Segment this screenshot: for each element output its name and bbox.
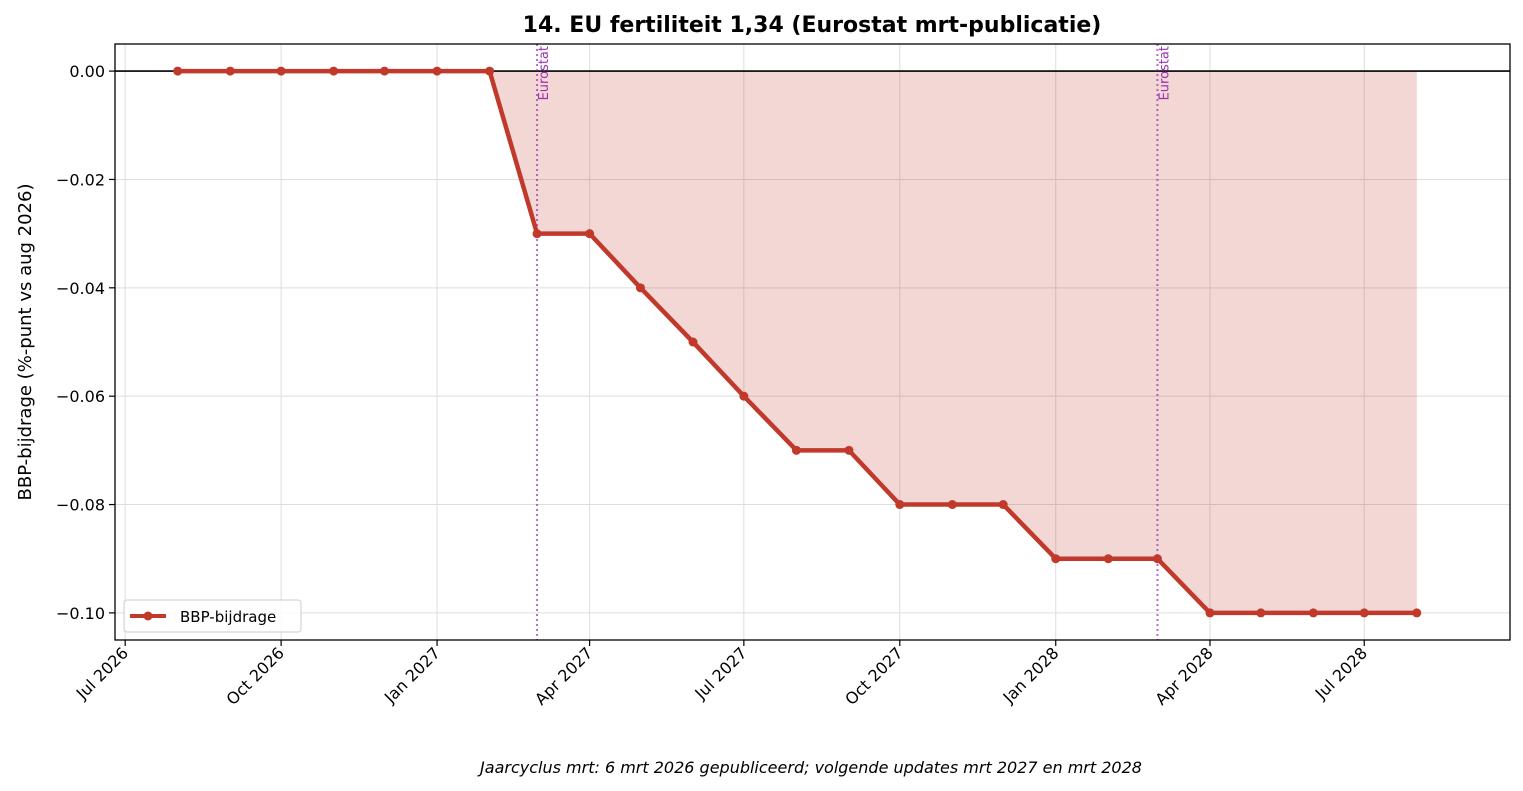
x-tick-label: Oct 2027: [841, 643, 906, 708]
y-axis: 0.00 −0.02 −0.04 −0.06 −0.08 −0.10: [56, 62, 115, 623]
y-tick-label: −0.10: [56, 604, 105, 623]
data-point: [895, 500, 905, 510]
data-point: [380, 66, 390, 76]
legend-box: [123, 599, 302, 633]
data-point: [485, 66, 495, 76]
shaded-area: [177, 71, 1417, 613]
data-point: [329, 66, 339, 76]
legend: BBP-bijdrage: [123, 599, 302, 633]
data-point: [1152, 554, 1162, 564]
data-point: [173, 66, 183, 76]
data-point: [1103, 554, 1113, 564]
x-tick-label: Oct 2026: [223, 643, 288, 708]
x-tick-label: Jan 2028: [999, 643, 1063, 707]
data-point: [1051, 554, 1061, 564]
data-point: [585, 229, 595, 239]
x-tick-label: Apr 2027: [531, 643, 596, 708]
data-point: [844, 445, 854, 455]
data-point: [947, 500, 957, 510]
data-point: [432, 66, 442, 76]
grid: [115, 44, 1510, 640]
x-axis: Jul 2026 Oct 2026 Jan 2027 Apr 2027 Jul 2027…: [72, 640, 1371, 709]
y-tick-label: −0.02: [56, 170, 105, 189]
plot-frame: [114, 43, 1511, 641]
fill-area: [177, 71, 1417, 613]
data-point: [1256, 608, 1266, 618]
data-point: [532, 229, 542, 239]
data-point: [998, 500, 1008, 510]
eurostat-label: Eurostat: [1157, 46, 1172, 100]
footnote: Jaarcyclus mrt: 6 mrt 2026 gepubliceerd;…: [477, 758, 1142, 777]
y-tick-label: −0.08: [56, 496, 105, 515]
x-tick-label: Apr 2028: [1151, 643, 1216, 708]
data-point: [688, 337, 698, 347]
data-point: [276, 66, 286, 76]
data-point: [1308, 608, 1318, 618]
y-tick-label: −0.04: [56, 279, 105, 298]
x-tick-label: Jul 2026: [72, 643, 132, 703]
plot-area: Eurostat Eurostat: [114, 43, 1511, 641]
chart-title: 14. EU fertiliteit 1,34 (Eurostat mrt-pu…: [523, 13, 1102, 38]
legend-label: BBP-bijdrage: [180, 608, 276, 626]
x-tick-label: Jul 2027: [690, 643, 750, 703]
event-lines: Eurostat Eurostat: [536, 44, 1172, 640]
data-point: [739, 391, 749, 401]
data-point: [225, 66, 235, 76]
eurostat-label: Eurostat: [537, 46, 552, 100]
legend-marker: [143, 611, 153, 621]
y-tick-label: 0.00: [69, 62, 105, 81]
y-tick-label: −0.06: [56, 387, 105, 406]
series-points: [173, 66, 1422, 618]
data-point: [1412, 608, 1422, 618]
data-point: [791, 445, 801, 455]
data-point: [1359, 608, 1369, 618]
data-point: [1205, 608, 1215, 618]
x-tick-label: Jan 2027: [380, 643, 444, 707]
y-axis-label: BBP-bijdrage (%-punt vs aug 2026): [15, 184, 36, 501]
data-point: [635, 283, 645, 293]
x-tick-label: Jul 2028: [1311, 643, 1371, 703]
